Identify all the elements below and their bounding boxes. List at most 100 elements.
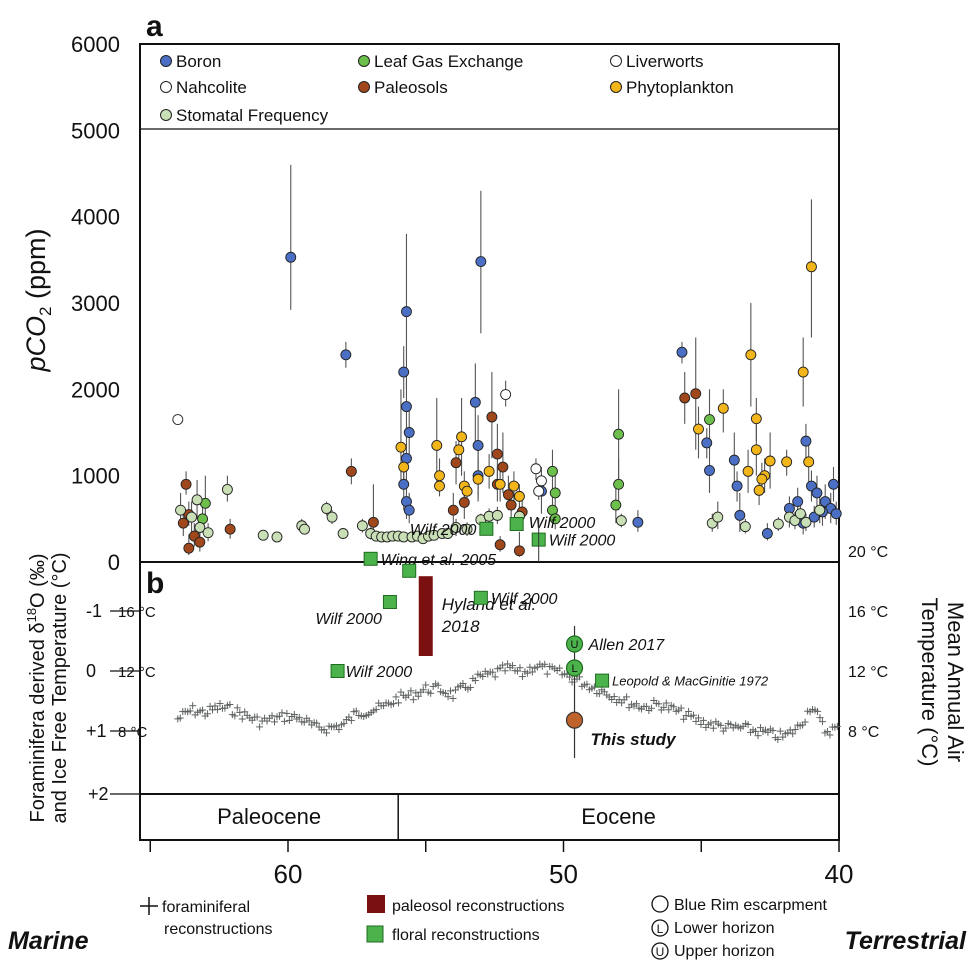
foram-point-248 xyxy=(789,730,797,738)
legend-marker-paleosols xyxy=(358,81,370,93)
ylabel-pco: pCO xyxy=(21,316,51,373)
foram-point-205 xyxy=(682,712,690,720)
point-leaf-gas-exchange-2 xyxy=(547,465,558,477)
legend-marker-nahcolite xyxy=(160,81,172,93)
floral-label-2: Wing et al. 2005 xyxy=(381,552,497,569)
point-paleosols-20 xyxy=(450,457,462,469)
bottom-legend: foraminiferal reconstructions paleosol r… xyxy=(140,895,828,960)
y-tick-label-6000: 6000 xyxy=(71,32,120,57)
foram-point-27 xyxy=(241,708,249,716)
point-phytoplankton-16 xyxy=(745,349,757,361)
point-paleosols-16 xyxy=(494,539,506,551)
foram-point-132 xyxy=(501,667,509,675)
point-nahcolite-0 xyxy=(530,463,542,475)
point-nahcolite-1 xyxy=(536,475,547,487)
stage-strip-frame xyxy=(139,793,840,841)
foram-point-110 xyxy=(447,687,455,695)
floral-square-1 xyxy=(382,595,397,609)
foram-point-1 xyxy=(176,714,184,722)
foram-point-65 xyxy=(335,726,343,734)
point-paleosols-8 xyxy=(367,516,379,528)
point-stomatal-frequency-43 xyxy=(814,504,826,516)
foram-point-230 xyxy=(744,720,752,728)
panel-a: a 0 1000 2000 3000 4000 5000 6000 pCO2 (ppm) B… xyxy=(21,10,842,575)
foram-point-258 xyxy=(814,707,822,715)
foram-point-154 xyxy=(556,664,564,672)
point-boron-5 xyxy=(403,427,415,438)
legend-marker-liverworts xyxy=(610,55,622,67)
point-boron-10 xyxy=(475,256,487,268)
point-phytoplankton-20 xyxy=(742,465,754,477)
point-stomatal-frequency-29 xyxy=(461,523,473,535)
foram-point-15 xyxy=(211,702,219,710)
point-phytoplankton-24 xyxy=(806,261,817,273)
point-phytoplankton-9 xyxy=(472,473,484,485)
point-stomatal-frequency-34 xyxy=(615,515,627,527)
legend-upper-letter: U xyxy=(656,945,665,959)
foram-point-115 xyxy=(459,680,467,688)
ylabel-subscript: 2 xyxy=(36,307,55,316)
right-tick-label-20-c: 20 °C xyxy=(848,544,888,561)
left-temp-label-12-c: 12 °C xyxy=(118,664,156,681)
point-phytoplankton-6 xyxy=(453,444,465,456)
legend-blue-rim-label: Blue Rim escarpment xyxy=(674,897,828,914)
foram-point-67 xyxy=(340,720,348,728)
ylabel-delta: Foraminifera derived δ xyxy=(27,622,49,822)
foram-point-198 xyxy=(665,706,673,714)
point-paleosols-14 xyxy=(502,489,514,501)
foram-point-211 xyxy=(697,720,705,728)
x-tick-label-40: 40 xyxy=(825,859,854,889)
point-paleosols-4 xyxy=(194,536,206,548)
foram-point-260 xyxy=(818,718,826,726)
foram-point-26 xyxy=(238,715,246,723)
legend-forams-label-2: reconstructions xyxy=(164,921,273,938)
foram-point-210 xyxy=(694,714,702,722)
foram-point-243 xyxy=(776,727,784,735)
x-tick-label-60: 60 xyxy=(274,859,303,889)
foram-point-233 xyxy=(752,727,760,735)
right-tick-label-12-c: 12 °C xyxy=(848,664,888,681)
point-stomatal-frequency-32 xyxy=(491,509,503,521)
panel-label-a: a xyxy=(146,10,163,43)
ylabel-superscript: 18 xyxy=(24,608,39,622)
x-axis-ticks: 60 50 40 xyxy=(149,840,854,889)
floral-square-3 xyxy=(402,563,417,578)
foram-point-148 xyxy=(541,660,549,668)
point-paleosols-11 xyxy=(491,448,503,460)
x-tick-label-50: 50 xyxy=(549,859,578,889)
point-phytoplankton-19 xyxy=(764,455,776,467)
floral-label-7: Wilf 2000 xyxy=(549,533,616,550)
point-phytoplankton-14 xyxy=(693,423,704,435)
point-paleosols-22 xyxy=(679,392,691,404)
point-stomatal-frequency-12 xyxy=(337,528,349,539)
point-boron-22 xyxy=(632,516,644,528)
legend-lower-symbol xyxy=(651,919,669,937)
foram-point-10 xyxy=(199,706,207,714)
paleosol-label-1: Hyland et al. xyxy=(442,595,537,614)
floral-label-5: Wilf 2000 xyxy=(491,591,558,608)
foram-point-87 xyxy=(390,700,398,708)
legend-marker-boron xyxy=(160,55,172,67)
point-boron-21 xyxy=(761,528,773,539)
foram-point-93 xyxy=(404,691,412,699)
legend-floral-label: floral reconstructions xyxy=(392,927,540,944)
foram-point-221 xyxy=(722,724,730,732)
panel-b: b -1 16 °C 0 12 °C +1 8 °C +2 20 °C 16 °C 12 °C 8… xyxy=(24,515,968,824)
floral-label-6: Wilf 2000 xyxy=(529,515,596,532)
legend-paleosol-swatch xyxy=(367,895,385,913)
point-boron-15 xyxy=(676,346,688,358)
foram-point-100 xyxy=(422,681,430,689)
foram-point-181 xyxy=(623,693,631,701)
point-phytoplankton-15 xyxy=(717,402,729,414)
foram-point-206 xyxy=(685,707,693,715)
foram-point-70 xyxy=(347,716,355,724)
point-paleosols-17 xyxy=(513,545,525,557)
floral-square-8 xyxy=(595,673,610,688)
point-paleosols-19 xyxy=(458,496,470,508)
y-tick-label-4000: 4000 xyxy=(71,205,120,230)
legend-blue-rim-symbol xyxy=(651,895,669,913)
legend-forams-symbol xyxy=(140,897,158,915)
point-boron-0 xyxy=(285,251,297,263)
left-tick-label-1: +1 xyxy=(86,721,107,741)
ylabel-unit: (ppm) xyxy=(21,228,51,306)
